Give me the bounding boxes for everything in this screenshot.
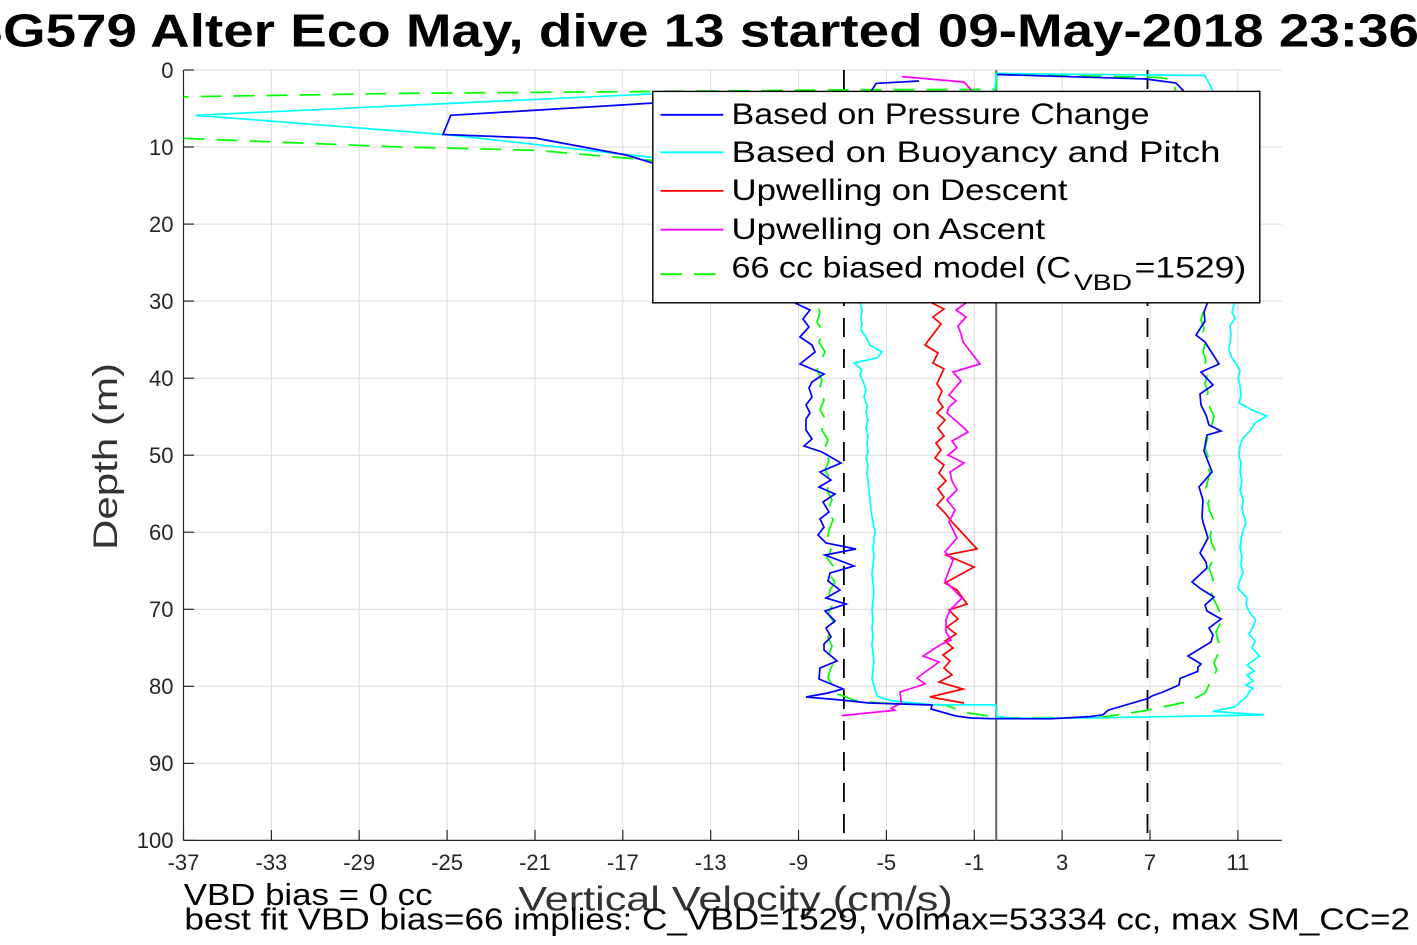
svg-text:-37: -37 bbox=[168, 850, 200, 875]
svg-text:-1: -1 bbox=[965, 850, 985, 875]
svg-text:-25: -25 bbox=[431, 850, 463, 875]
svg-text:-21: -21 bbox=[519, 850, 551, 875]
svg-text:100: 100 bbox=[137, 828, 174, 853]
svg-text:-13: -13 bbox=[695, 850, 727, 875]
svg-text:7: 7 bbox=[1144, 850, 1156, 875]
svg-text:20: 20 bbox=[149, 212, 173, 237]
svg-text:90: 90 bbox=[149, 751, 173, 776]
svg-text:50: 50 bbox=[149, 443, 173, 468]
svg-text:SG579 Alter Eco May, dive 13 s: SG579 Alter Eco May, dive 13 started 09-… bbox=[0, 5, 1417, 57]
svg-text:11: 11 bbox=[1226, 850, 1249, 875]
svg-text:-33: -33 bbox=[256, 850, 288, 875]
svg-text:VBD bias = 0 cc: VBD bias = 0 cc bbox=[184, 877, 433, 912]
svg-text:30: 30 bbox=[149, 289, 173, 314]
svg-text:60: 60 bbox=[149, 520, 173, 545]
svg-text:=1529): =1529) bbox=[1135, 251, 1247, 284]
svg-text:-9: -9 bbox=[789, 850, 809, 875]
svg-text:Upwelling on Descent: Upwelling on Descent bbox=[732, 174, 1069, 207]
svg-text:80: 80 bbox=[149, 674, 173, 699]
svg-text:-5: -5 bbox=[877, 850, 897, 875]
svg-text:40: 40 bbox=[149, 366, 173, 391]
svg-text:best fit VBD bias=66 implies:: best fit VBD bias=66 implies: C_VBD=1529… bbox=[184, 901, 1410, 936]
svg-text:-17: -17 bbox=[607, 850, 639, 875]
svg-text:3: 3 bbox=[1056, 850, 1068, 875]
svg-text:70: 70 bbox=[149, 597, 173, 622]
svg-text:Vertical Velocity (cm/s): Vertical Velocity (cm/s) bbox=[518, 880, 953, 918]
svg-text:Based on Pressure Change: Based on Pressure Change bbox=[732, 98, 1150, 131]
svg-text:Based on Buoyancy and Pitch: Based on Buoyancy and Pitch bbox=[732, 136, 1221, 169]
svg-text:0: 0 bbox=[161, 58, 173, 83]
svg-text:VBD: VBD bbox=[1074, 270, 1132, 295]
svg-text:Depth (m): Depth (m) bbox=[87, 363, 125, 550]
svg-text:Upwelling on Ascent: Upwelling on Ascent bbox=[732, 213, 1046, 246]
svg-text:-29: -29 bbox=[343, 850, 375, 875]
svg-text:10: 10 bbox=[149, 135, 173, 160]
svg-text:66 cc biased model (C: 66 cc biased model (C bbox=[732, 251, 1072, 284]
